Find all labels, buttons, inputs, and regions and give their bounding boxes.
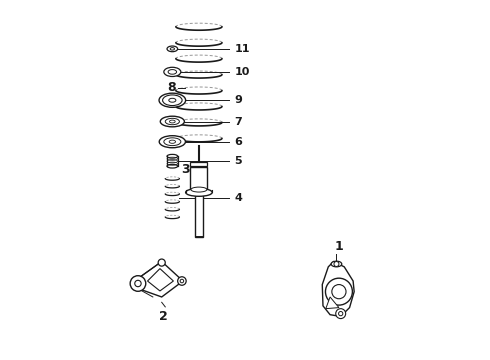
Circle shape: [130, 276, 146, 291]
Text: 6: 6: [234, 137, 242, 147]
Bar: [195, 193, 203, 238]
Circle shape: [339, 311, 343, 316]
Text: 7: 7: [234, 117, 242, 126]
Ellipse shape: [159, 136, 185, 148]
Text: 5: 5: [234, 156, 242, 166]
Text: 1: 1: [335, 240, 343, 253]
Text: 4: 4: [234, 193, 242, 203]
Circle shape: [178, 277, 186, 285]
Text: 8: 8: [167, 81, 176, 94]
Ellipse shape: [169, 98, 176, 102]
Text: 2: 2: [159, 310, 168, 323]
Ellipse shape: [168, 69, 176, 74]
Text: 3: 3: [181, 163, 189, 176]
Circle shape: [158, 259, 165, 266]
Text: 9: 9: [234, 95, 242, 105]
Polygon shape: [147, 269, 173, 291]
Circle shape: [334, 261, 339, 266]
Ellipse shape: [167, 164, 178, 168]
Ellipse shape: [169, 140, 175, 143]
Ellipse shape: [167, 46, 178, 52]
Circle shape: [180, 279, 184, 283]
Circle shape: [332, 284, 346, 299]
Ellipse shape: [165, 118, 179, 125]
Ellipse shape: [167, 154, 178, 158]
Ellipse shape: [164, 67, 181, 77]
Ellipse shape: [191, 187, 207, 192]
Polygon shape: [326, 297, 339, 309]
Bar: [191, 167, 207, 192]
Ellipse shape: [170, 120, 175, 123]
Circle shape: [135, 280, 141, 287]
Ellipse shape: [331, 261, 342, 267]
Text: 10: 10: [234, 67, 250, 77]
Ellipse shape: [159, 93, 186, 107]
Ellipse shape: [186, 189, 212, 196]
Ellipse shape: [170, 48, 174, 50]
Ellipse shape: [160, 116, 184, 127]
Ellipse shape: [163, 95, 182, 105]
Circle shape: [336, 309, 345, 319]
Text: 11: 11: [234, 44, 250, 54]
Ellipse shape: [164, 138, 181, 145]
Circle shape: [325, 278, 352, 305]
Bar: [191, 162, 207, 166]
